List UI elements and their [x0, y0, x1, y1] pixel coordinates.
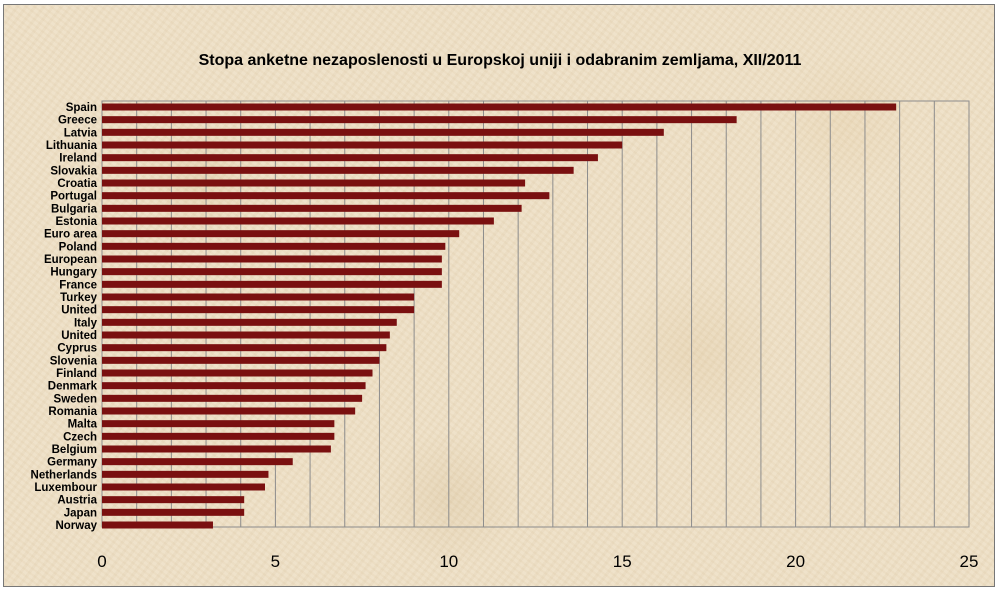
bar	[102, 496, 245, 504]
category-label: Austria	[57, 495, 97, 507]
bar	[102, 255, 442, 263]
bar	[102, 521, 213, 529]
category-label: Czech	[63, 431, 97, 443]
x-tick-label: 20	[786, 552, 805, 571]
category-label: Bulgaria	[51, 203, 98, 215]
bar	[102, 141, 623, 149]
category-label: France	[59, 279, 97, 291]
category-label: Latvia	[64, 127, 98, 139]
category-label: Belgium	[52, 444, 97, 456]
bar	[102, 128, 664, 136]
bar	[102, 344, 387, 352]
category-label: Finland	[56, 368, 97, 380]
chart-frame: Stopa anketne nezaposlenosti u Europskoj…	[3, 4, 995, 587]
category-label: Italy	[74, 317, 98, 329]
bar	[102, 242, 446, 250]
category-label: Netherlands	[31, 469, 97, 481]
bar	[102, 192, 550, 200]
category-label: Germany	[47, 457, 97, 469]
bar	[102, 331, 390, 339]
category-label: Lithuania	[46, 140, 98, 152]
category-label: Japan	[64, 507, 97, 519]
bar	[102, 166, 574, 174]
category-label: Ireland	[59, 153, 97, 165]
bar	[102, 318, 397, 326]
x-axis-tick-labels: 0 5 10 15 20 25	[97, 552, 978, 571]
bar	[102, 116, 737, 124]
x-tick-label: 0	[97, 552, 106, 571]
bar	[102, 508, 245, 516]
category-label: Denmark	[48, 381, 98, 393]
chart-svg: Stopa anketne nezaposlenosti u Europskoj…	[31, 52, 979, 571]
category-label: Malta	[68, 419, 98, 431]
bar	[102, 230, 460, 238]
category-label: Norway	[55, 520, 97, 532]
category-label: Portugal	[50, 191, 97, 203]
bar	[102, 470, 269, 478]
plot-area	[101, 100, 970, 528]
category-label: United	[61, 330, 97, 342]
category-label: Poland	[59, 241, 97, 253]
bar	[102, 179, 526, 187]
bar	[102, 306, 415, 314]
bar	[102, 432, 335, 440]
category-label: European	[44, 254, 97, 266]
category-label: Euro area	[44, 229, 98, 241]
chart-title: Stopa anketne nezaposlenosti u Europskoj…	[199, 52, 802, 69]
bar	[102, 268, 442, 276]
bars	[102, 103, 897, 529]
x-tick-label: 10	[439, 552, 458, 571]
category-label: Turkey	[60, 292, 97, 304]
bar	[102, 394, 363, 402]
bar	[102, 154, 598, 162]
category-label: Hungary	[50, 267, 97, 279]
category-label: Luxembour	[34, 482, 97, 494]
bar	[102, 483, 265, 491]
category-label: Sweden	[54, 393, 97, 405]
category-label: Slovakia	[50, 165, 97, 177]
category-label: Romania	[48, 406, 97, 418]
bar	[102, 420, 335, 428]
category-label: Greece	[58, 115, 97, 127]
category-labels: SpainGreeceLatviaLithuaniaIrelandSlovaki…	[31, 102, 98, 532]
bar	[102, 445, 331, 453]
bar	[102, 369, 373, 377]
bar	[102, 382, 366, 390]
x-tick-label: 15	[613, 552, 632, 571]
bar	[102, 103, 897, 111]
bar	[102, 293, 415, 301]
category-label: Cyprus	[57, 343, 97, 355]
category-label: Spain	[66, 102, 97, 114]
category-label: United	[61, 305, 97, 317]
x-tick-label: 5	[271, 552, 280, 571]
bar	[102, 217, 494, 225]
bar	[102, 458, 293, 466]
category-label: Estonia	[55, 216, 97, 228]
bar	[102, 280, 442, 288]
category-label: Croatia	[57, 178, 97, 190]
bar	[102, 356, 380, 364]
bar	[102, 407, 356, 415]
x-tick-label: 25	[960, 552, 979, 571]
category-label: Slovenia	[50, 355, 98, 367]
bar	[102, 204, 522, 212]
